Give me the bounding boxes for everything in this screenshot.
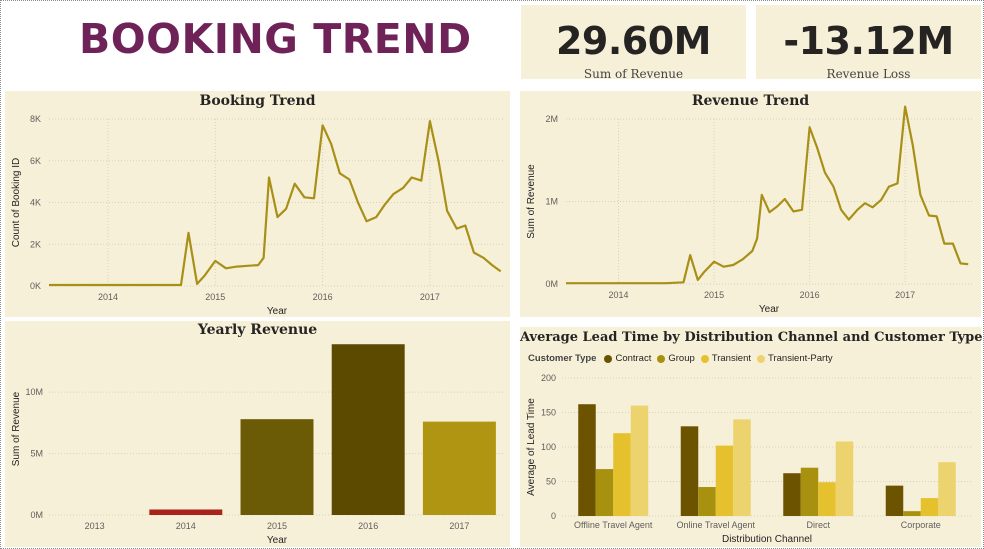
kpi-revenue-label: Sum of Revenue: [583, 67, 684, 81]
revenue-trend-panel[interactable]: Revenue Trend 0M 1M 2M 2014 2015 2016 2017 Year…: [520, 91, 981, 317]
x-axis-title: Year: [267, 306, 288, 317]
x-tick-label: 2014: [176, 521, 196, 531]
revenue-trend-chart[interactable]: 0M 1M 2M 2014 2015 2016 2017 Year Sum of Revenue: [520, 91, 981, 317]
bar-2017: [422, 421, 496, 515]
x-tick-label: Online Travel Agent: [676, 520, 755, 530]
x-tick-label: 2015: [704, 290, 724, 300]
x-tick-label: 2014: [609, 290, 629, 300]
bar-2016: [331, 344, 405, 515]
legend-item-transient-party[interactable]: Transient-Party: [757, 353, 833, 364]
kpi-card-revenue-loss[interactable]: -13.12M Revenue Loss: [756, 5, 981, 81]
legend-label-transient-party: Transient-Party: [768, 353, 833, 364]
bar-Transient-Party: [835, 441, 854, 516]
y-tick-label: 0M: [30, 510, 43, 520]
y-tick-label: 100: [541, 442, 556, 452]
bar-Contract: [578, 404, 596, 516]
bar-Transient: [818, 482, 836, 516]
lead-time-title: Average Lead Time by Distribution Channe…: [520, 330, 983, 345]
x-tick-label: 2013: [85, 521, 105, 531]
bar-Transient: [613, 433, 631, 516]
x-tick-label: 2016: [800, 290, 820, 300]
bar-Transient-Party: [733, 419, 751, 516]
bar-Transient: [715, 445, 734, 516]
bar-Transient: [920, 498, 939, 516]
x-tick-label: 2015: [267, 521, 287, 531]
booking-trend-title: Booking Trend: [199, 93, 316, 109]
legend-dot-transient-party: [757, 354, 766, 363]
bar-Group: [595, 469, 614, 516]
x-tick-label: 2017: [420, 292, 440, 302]
booking-trend-chart[interactable]: 0K 2K 4K 6K 8K 2014 2015 2016 2017 Year Count of B…: [5, 91, 510, 317]
revenue-trend-title: Revenue Trend: [691, 93, 810, 109]
x-tick-label: Direct: [806, 520, 830, 530]
bar-Transient-Party: [938, 462, 956, 516]
booking-trend-panel[interactable]: Booking Trend 0K 2K 4K 6K 8K 2014 2015 2016 2017…: [5, 91, 510, 317]
yearly-revenue-chart[interactable]: 0M 5M 10M 2013 2014 2015 2016 2017 Year Sum of Re…: [5, 321, 510, 547]
y-tick-label: 0K: [30, 281, 41, 291]
x-tick-label: 2014: [98, 292, 118, 302]
bar-Group: [800, 467, 819, 516]
bar-Contract: [680, 426, 699, 516]
y-tick-label: 0: [551, 511, 556, 521]
y-axis-title: Sum of Revenue: [11, 391, 22, 466]
legend-label-contract: Contract: [615, 353, 652, 364]
legend-dot-contract: [604, 354, 613, 363]
legend-title: Customer Type: [528, 353, 597, 364]
kpi-card-revenue[interactable]: 29.60M Sum of Revenue: [521, 5, 746, 81]
legend-item-group[interactable]: Group: [657, 353, 695, 364]
series-line: [49, 120, 502, 287]
y-tick-label: 4K: [30, 198, 41, 208]
y-tick-label: 6K: [30, 156, 41, 166]
yearly-revenue-panel[interactable]: Yearly Revenue 0M 5M 10M 2013 2014 2015 2016 20…: [5, 321, 510, 547]
lead-time-panel[interactable]: Average Lead Time by Distribution Channe…: [520, 327, 983, 547]
bar-Contract: [885, 485, 904, 516]
legend-item-contract[interactable]: Contract: [604, 353, 651, 364]
kpi-revenue-value: 29.60M: [555, 19, 712, 63]
y-tick-label: 0M: [545, 279, 558, 289]
y-tick-label: 50: [546, 477, 556, 487]
legend-dot-transient: [700, 354, 709, 363]
dashboard-title: BOOKING TREND: [79, 15, 472, 63]
kpi-loss-value: -13.12M: [783, 19, 954, 63]
bar-Group: [698, 487, 716, 516]
legend-label-group: Group: [668, 353, 695, 364]
y-tick-label: 8K: [30, 114, 41, 124]
y-tick-label: 10M: [25, 387, 43, 397]
y-tick-label: 200: [541, 373, 556, 383]
y-axis-title: Sum of Revenue: [526, 164, 537, 239]
legend-item-transient[interactable]: Transient: [700, 353, 752, 364]
bar-Group: [903, 511, 921, 516]
series-line: [566, 105, 969, 285]
yearly-revenue-title: Yearly Revenue: [197, 322, 318, 338]
x-tick-label: 2015: [205, 292, 225, 302]
y-tick-label: 2K: [30, 239, 41, 249]
lead-time-chart[interactable]: 0 50 100 150 200 Offline Travel Agent Online T…: [520, 327, 981, 547]
bar-Transient-Party: [630, 405, 649, 516]
x-tick-label: Corporate: [901, 520, 941, 530]
y-tick-label: 150: [541, 408, 556, 418]
x-axis-title: Year: [267, 535, 288, 546]
bar-2015: [240, 419, 314, 515]
x-tick-label: Offline Travel Agent: [574, 520, 653, 530]
kpi-loss-label: Revenue Loss: [826, 67, 911, 81]
y-tick-label: 5M: [30, 449, 43, 459]
x-tick-label: 2017: [449, 521, 469, 531]
x-axis-title: Distribution Channel: [722, 534, 812, 545]
lead-time-legend: Customer Type Contract Group Transient T…: [528, 353, 833, 364]
legend-dot-group: [657, 354, 666, 363]
legend-label-transient: Transient: [711, 353, 752, 364]
x-tick-label: 2016: [358, 521, 378, 531]
y-axis-title: Average of Lead Time: [526, 398, 537, 496]
x-tick-label: 2017: [895, 290, 915, 300]
y-axis-title: Count of Booking ID: [11, 158, 22, 248]
x-tick-label: 2016: [313, 292, 333, 302]
y-tick-label: 2M: [545, 114, 558, 124]
y-tick-label: 1M: [545, 197, 558, 207]
bar-Contract: [783, 473, 801, 516]
x-axis-title: Year: [759, 304, 780, 315]
bar-2014: [149, 509, 223, 515]
